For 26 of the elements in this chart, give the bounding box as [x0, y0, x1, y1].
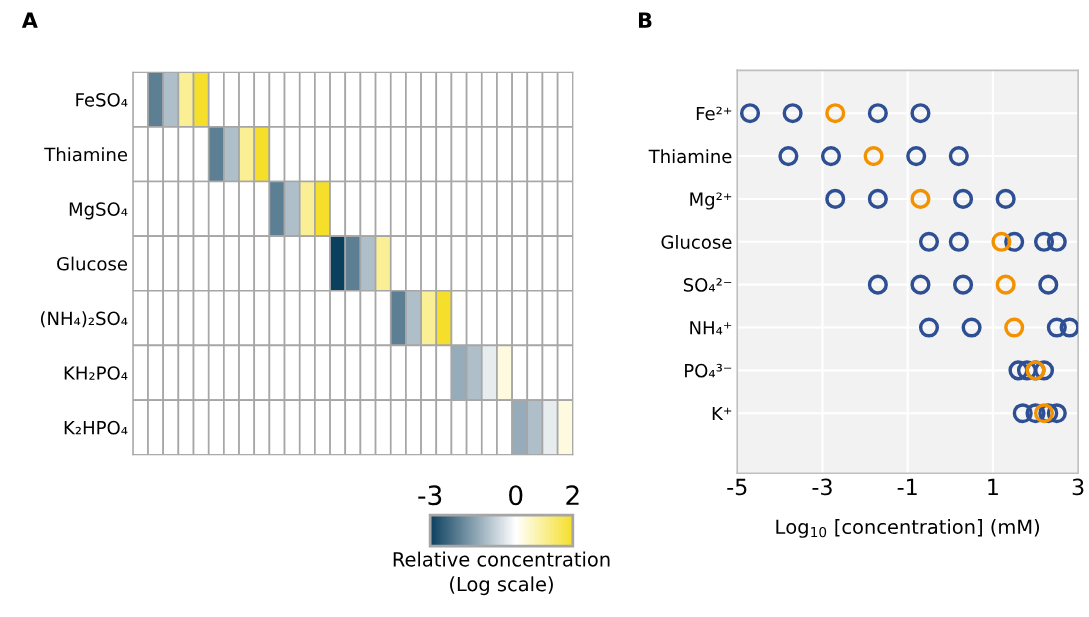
y-tick-label: Fe²⁺ — [696, 106, 732, 121]
y-tick-label: SO₄²⁻ — [683, 278, 732, 292]
color-bar-title: Relative concentration (Log scale) — [393, 551, 610, 596]
x-tick-label: 3 — [1072, 478, 1084, 496]
chart-title: A — [21, 12, 38, 28]
x-axis-title: Log$_{10}$ [concentration] (mM) — [776, 519, 1040, 538]
y-tick-label: MgSO₄ — [69, 202, 128, 220]
y-tick-label: Glucose — [57, 256, 128, 271]
y-tick-label: NH₄⁺ — [690, 321, 732, 335]
y-tick-label: FeSO₄ — [76, 92, 128, 107]
y-tick-label: PO₄³⁻ — [685, 363, 732, 378]
y-tick-label: K₂HPO₄ — [64, 420, 128, 435]
x-tick-label: 1 — [988, 478, 998, 495]
x-tick-label: -3 — [812, 478, 832, 496]
x-tick-label: -1 — [897, 478, 917, 495]
y-tick-label: Mg²⁺ — [690, 192, 732, 210]
y-tick-label: (NH₄)₂SO₄ — [40, 311, 128, 328]
y-tick-label: Glucose — [661, 234, 732, 249]
x-tick-label: -5 — [727, 478, 747, 496]
y-tick-label: Thiamine — [44, 147, 128, 162]
y-tick-label: K⁺ — [712, 406, 732, 421]
y-tick-label: Thiamine — [648, 149, 732, 164]
color-bar-label: 2 — [566, 485, 579, 505]
chart-title: B — [638, 12, 652, 28]
color-bar-label: 0 — [509, 485, 523, 506]
y-tick-label: KH₂PO₄ — [64, 366, 128, 380]
